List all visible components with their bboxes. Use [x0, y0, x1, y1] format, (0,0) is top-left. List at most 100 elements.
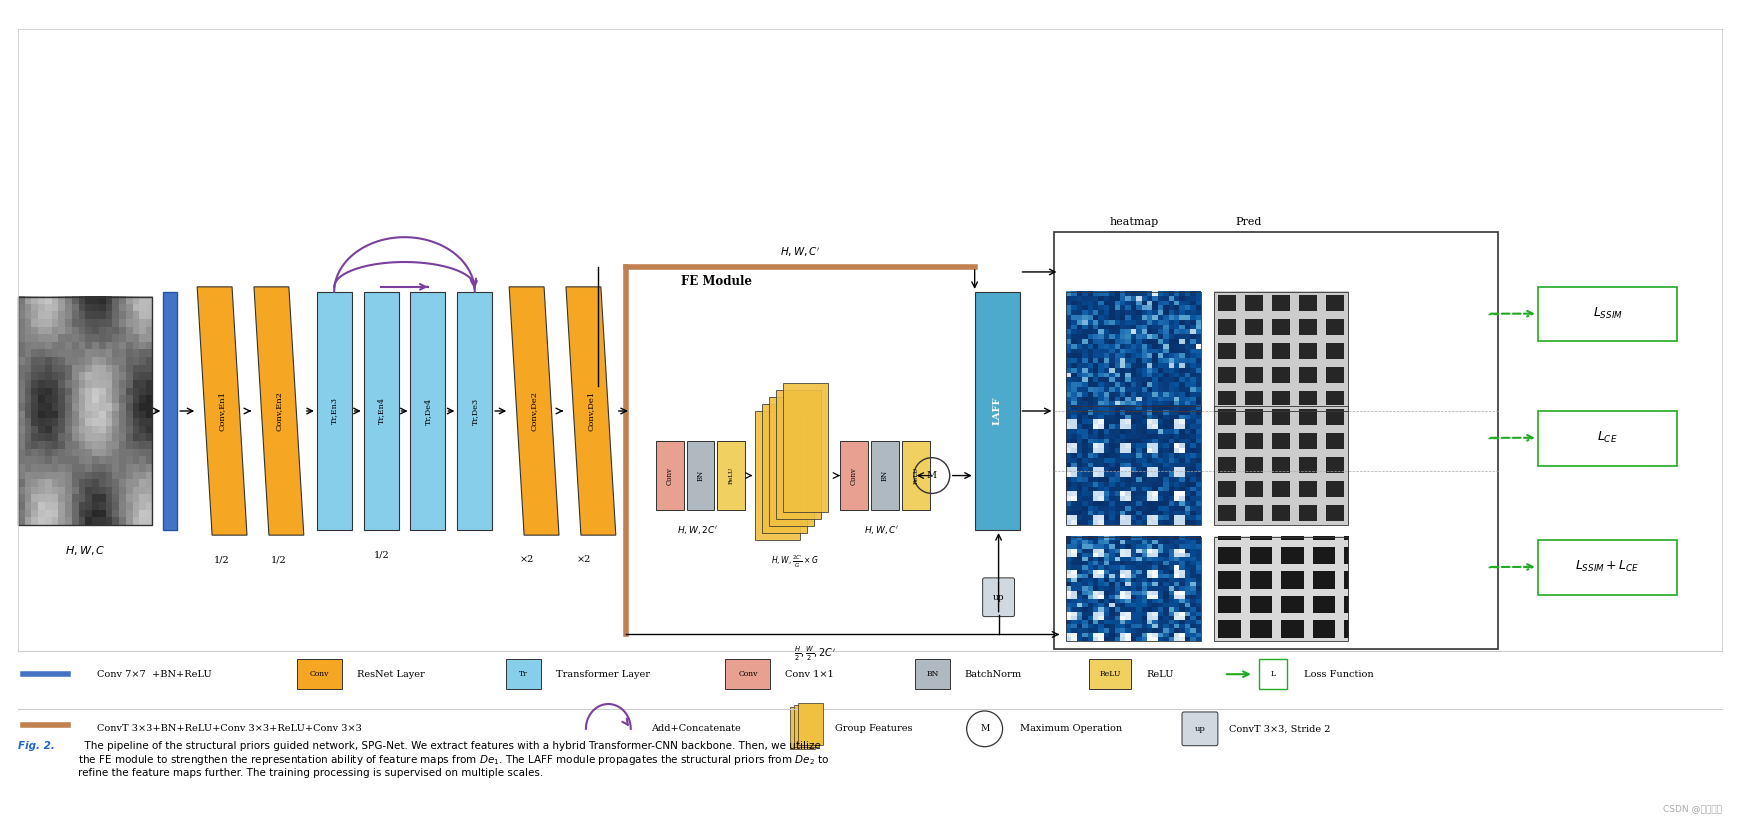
Text: ConvT 3×3, Stride 2: ConvT 3×3, Stride 2: [1229, 724, 1330, 733]
Bar: [7, 53, 1732, 640]
Bar: [656, 441, 683, 511]
Text: Conv: Conv: [310, 670, 329, 678]
Text: Pred: Pred: [1236, 218, 1263, 227]
Bar: [840, 441, 868, 511]
Text: $\frac{H}{2},\frac{W}{2},2C'$: $\frac{H}{2},\frac{W}{2},2C'$: [795, 645, 836, 663]
Text: up: up: [1195, 725, 1205, 733]
Text: BN: BN: [927, 670, 939, 678]
Text: Transformer Layer: Transformer Layer: [556, 670, 650, 679]
Text: FE Module: FE Module: [680, 275, 751, 288]
Text: ReLU: ReLU: [729, 467, 734, 484]
Text: Group Features: Group Features: [835, 724, 913, 733]
Text: 1/2: 1/2: [214, 556, 230, 565]
Bar: [795, 705, 819, 747]
Text: The pipeline of the structural priors guided network, SPG-Net. We extract featur: The pipeline of the structural priors gu…: [78, 741, 830, 778]
Bar: [783, 383, 828, 512]
Bar: [687, 441, 715, 511]
Bar: [1054, 232, 1497, 649]
Text: Tr,En3: Tr,En3: [330, 397, 337, 424]
Text: $L_{SSIM}$: $L_{SSIM}$: [1593, 306, 1622, 321]
Bar: [1089, 659, 1130, 689]
Text: Conv,De1: Conv,De1: [586, 391, 595, 431]
Text: M: M: [927, 471, 937, 480]
Bar: [790, 707, 816, 749]
Bar: [457, 291, 492, 530]
Text: ConvT 3×3+BN+ReLU+Conv 3×3+ReLU+Conv 3×3: ConvT 3×3+BN+ReLU+Conv 3×3+ReLU+Conv 3×3: [97, 724, 362, 733]
Text: Tr,En4: Tr,En4: [377, 397, 384, 424]
Bar: [17, 296, 153, 525]
Text: ReLU: ReLU: [913, 467, 918, 484]
Text: $L_{CE}$: $L_{CE}$: [1598, 430, 1617, 445]
Text: BN: BN: [697, 470, 704, 481]
Polygon shape: [510, 287, 558, 535]
Bar: [1066, 406, 1202, 525]
Text: $L_{SSIM}+L_{CE}$: $L_{SSIM}+L_{CE}$: [1576, 559, 1640, 575]
Text: 1/2: 1/2: [374, 551, 390, 560]
Text: 1/2: 1/2: [271, 556, 287, 565]
Bar: [769, 397, 814, 526]
Text: $H,W,2C'$: $H,W,2C'$: [676, 524, 718, 536]
Text: $H,W,\frac{2C'}{G}\times G$: $H,W,\frac{2C'}{G}\times G$: [772, 554, 819, 570]
Bar: [871, 441, 899, 511]
Text: LAFF: LAFF: [993, 397, 1002, 425]
Bar: [798, 703, 823, 745]
Text: ReLU: ReLU: [1099, 670, 1122, 678]
Text: Conv,De2: Conv,De2: [530, 391, 537, 431]
Bar: [1214, 537, 1348, 641]
Text: M: M: [981, 724, 989, 733]
Bar: [1214, 291, 1348, 411]
Text: Tr,De3: Tr,De3: [471, 397, 478, 424]
Text: ×2: ×2: [576, 556, 591, 565]
Polygon shape: [565, 287, 616, 535]
Bar: [1537, 540, 1678, 594]
Text: heatmap: heatmap: [1109, 218, 1158, 227]
Bar: [915, 659, 949, 689]
Bar: [1066, 291, 1202, 411]
Text: Conv: Conv: [850, 466, 857, 484]
Text: Tr,De4: Tr,De4: [424, 397, 431, 424]
FancyBboxPatch shape: [626, 257, 1054, 575]
Bar: [506, 659, 541, 689]
Bar: [1537, 287, 1678, 342]
Text: ResNet Layer: ResNet Layer: [356, 670, 424, 679]
Bar: [903, 441, 930, 511]
Polygon shape: [254, 287, 304, 535]
Bar: [297, 659, 341, 689]
Bar: [1259, 659, 1287, 689]
Text: Add+Concatenate: Add+Concatenate: [650, 724, 741, 733]
Text: Maximum Operation: Maximum Operation: [1019, 724, 1122, 733]
Text: Conv 1×1: Conv 1×1: [786, 670, 835, 679]
Bar: [776, 390, 821, 519]
Text: BatchNorm: BatchNorm: [965, 670, 1023, 679]
Bar: [755, 411, 800, 540]
Text: Conv,En2: Conv,En2: [275, 391, 283, 431]
Text: Conv: Conv: [737, 670, 758, 678]
Bar: [1537, 411, 1678, 466]
Text: Tr: Tr: [520, 670, 529, 678]
Text: Conv,En1: Conv,En1: [217, 391, 226, 431]
Text: L: L: [1269, 670, 1275, 678]
Bar: [718, 441, 746, 511]
Bar: [163, 291, 177, 530]
Text: $H, W, C$: $H, W, C$: [64, 544, 106, 557]
Bar: [1214, 406, 1348, 525]
Bar: [316, 291, 351, 530]
Bar: [363, 291, 398, 530]
FancyBboxPatch shape: [983, 578, 1014, 617]
Polygon shape: [197, 287, 247, 535]
Text: up: up: [993, 593, 1005, 602]
Text: BN: BN: [882, 470, 889, 481]
Text: Conv: Conv: [666, 466, 673, 484]
Text: Fig. 2.: Fig. 2.: [17, 741, 54, 750]
Text: $H, W, C'$: $H, W, C'$: [779, 245, 821, 259]
Text: CSDN @清风等雨: CSDN @清风等雨: [1662, 805, 1722, 814]
FancyBboxPatch shape: [1183, 712, 1217, 745]
Bar: [974, 291, 1019, 530]
Text: $H,W,C'$: $H,W,C'$: [864, 524, 899, 536]
Text: Conv 7×7  +BN+ReLU: Conv 7×7 +BN+ReLU: [97, 670, 212, 679]
Text: Loss Function: Loss Function: [1304, 670, 1374, 679]
Bar: [725, 659, 770, 689]
Text: ×2: ×2: [520, 556, 534, 565]
Bar: [410, 291, 445, 530]
Bar: [1066, 537, 1202, 641]
